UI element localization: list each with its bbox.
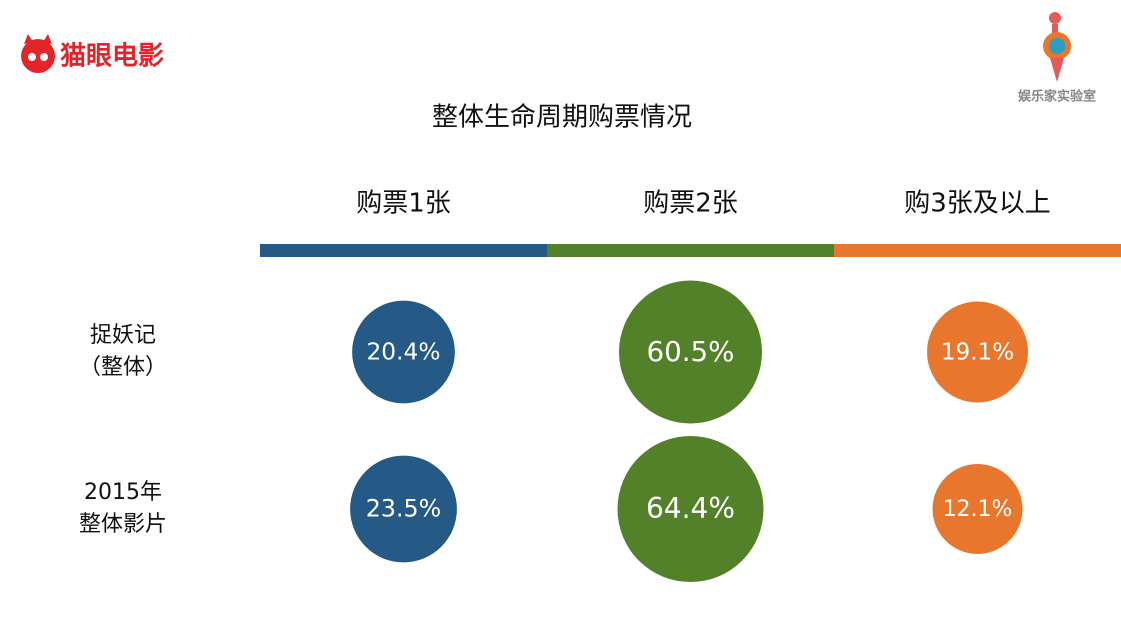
row-label: 捉妖记 （整体）	[78, 323, 167, 380]
column-bar	[834, 244, 1121, 257]
bubble	[350, 455, 457, 563]
column-bar	[260, 244, 547, 257]
row-label: 2015年 整体影片	[78, 480, 167, 537]
right-logo-icon	[1043, 12, 1071, 82]
column-header: 购3张及以上	[904, 189, 1051, 219]
chart-title: 整体生命周期购票情况	[432, 103, 692, 133]
bubble	[619, 280, 762, 424]
value-label: 60.5%	[646, 335, 734, 368]
column-header: 购票2张	[643, 189, 738, 219]
column-header: 购票1张	[356, 189, 451, 219]
column-bar	[547, 244, 834, 257]
left-logo-icon	[21, 34, 55, 73]
left-logo-text: 猫眼电影	[60, 42, 164, 72]
value-label: 20.4%	[366, 339, 440, 366]
right-logo-text: 娱乐家实验室	[1018, 89, 1096, 105]
bubble	[927, 301, 1028, 403]
value-label: 23.5%	[366, 495, 441, 523]
value-label: 64.4%	[646, 492, 735, 525]
bubble	[932, 464, 1023, 554]
value-label: 19.1%	[941, 340, 1014, 366]
bubble	[352, 300, 455, 404]
bubble	[617, 435, 764, 583]
value-label: 12.1%	[943, 497, 1013, 522]
